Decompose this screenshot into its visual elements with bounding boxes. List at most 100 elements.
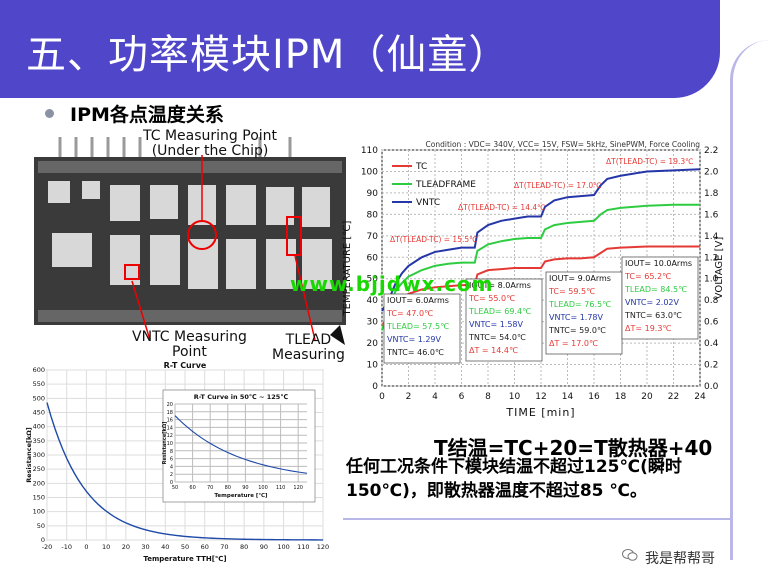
rt-x-tick: 20 xyxy=(122,543,130,551)
rt-y-tick: 250 xyxy=(33,465,45,473)
rt-inset-y-tick: 8 xyxy=(170,449,173,455)
x-tick-label: 4 xyxy=(432,392,438,402)
info-box-line: TNTC= 59.0℃ xyxy=(548,326,606,335)
info-box-line: TC= 59.5℃ xyxy=(548,287,595,296)
info-box-line: ΔT= 19.3℃ xyxy=(625,324,671,333)
rt-y-tick: 150 xyxy=(33,494,45,502)
brand-name: 我是帮帮哥 xyxy=(645,551,715,567)
rt-y-tick: 100 xyxy=(33,508,45,516)
series-line-vntc xyxy=(381,168,701,312)
y-axis-label: TEMPERATURE [℃] xyxy=(342,220,353,316)
rt-inset-x-tick: 90 xyxy=(242,485,248,491)
rt-inset-y-tick: 14 xyxy=(167,425,173,431)
info-box xyxy=(545,271,623,355)
info-box-line: VNTC= 1.78V xyxy=(549,313,604,322)
y2-tick-label: 2.2 xyxy=(704,146,718,156)
info-box-line: TLEAD= 69.4℃ xyxy=(468,307,531,316)
rt-inset-x-tick: 120 xyxy=(293,485,303,491)
rt-inset-x-tick: 60 xyxy=(189,485,195,491)
rt-x-tick: 60 xyxy=(201,543,209,551)
info-box-line: TC= 55.0℃ xyxy=(468,294,515,303)
series-line-tc xyxy=(381,245,700,327)
rt-x-tick: 30 xyxy=(141,543,149,551)
info-box-line: ΔT = 14.4℃ xyxy=(469,346,518,355)
y-tick-label: 0 xyxy=(372,382,378,392)
info-box-line: IOUT= 9.0Arms xyxy=(549,274,611,283)
rt-y-tick: 200 xyxy=(33,479,45,487)
y2-tick-label: 0.8 xyxy=(704,296,719,306)
info-box-line: VNTC= 1.29V xyxy=(387,335,442,344)
info-box-line: VNTC= 1.58V xyxy=(469,320,524,329)
rt-inset-x-tick: 80 xyxy=(225,485,231,491)
y2-tick-label: 0.4 xyxy=(704,339,719,349)
formula-text: T结温=TC+20=T散热器+40 xyxy=(434,436,713,460)
note-text: 任何工况条件下模块结温不超过125℃(瞬时150℃)，即散热器温度不超过85 ℃… xyxy=(346,457,682,501)
rt-x-label: Temperature TTH[℃] xyxy=(143,555,226,563)
rt-inset-title: R-T Curve in 50℃ ~ 125℃ xyxy=(194,393,289,401)
rt-y-tick: 600 xyxy=(33,366,45,374)
rt-x-tick: 70 xyxy=(220,543,228,551)
x-tick-label: 16 xyxy=(588,392,600,402)
info-box-line: TC= 65.2℃ xyxy=(624,272,671,281)
title-bar: 五、功率模块IPM（仙童） xyxy=(0,0,720,98)
x-tick-label: 12 xyxy=(535,392,546,402)
rt-x-tick: 0 xyxy=(84,543,88,551)
rt-x-tick: 80 xyxy=(240,543,248,551)
y2-tick-label: 0.0 xyxy=(704,382,719,392)
legend-label: TC xyxy=(415,162,427,172)
y-tick-label: 40 xyxy=(367,296,379,306)
rt-inset-y-tick: 18 xyxy=(167,410,173,416)
y-tick-label: 90 xyxy=(367,189,379,199)
rt-inset-y-tick: 12 xyxy=(167,433,173,439)
y-tick-label: 110 xyxy=(361,146,378,156)
y-tick-label: 70 xyxy=(367,232,379,242)
info-box-line: ΔT = 17.0℃ xyxy=(549,339,598,348)
rt-y-tick: 450 xyxy=(33,409,45,417)
rt-inset-y-tick: 0 xyxy=(170,480,173,486)
delta-annotation: ΔT(TLEAD-TC) = 19.3℃ xyxy=(606,157,694,166)
rt-inset-y-label: Resistance[kΩ] xyxy=(162,422,168,465)
y2-tick-label: 2.0 xyxy=(704,167,719,177)
y2-tick-label: 1.0 xyxy=(704,275,719,285)
info-box-line: TC= 47.0℃ xyxy=(386,309,433,318)
rt-inset-frame xyxy=(162,389,316,503)
info-box-line: IOUT= 10.0Arms xyxy=(625,259,692,268)
info-box-line: TLEAD= 84.5℃ xyxy=(624,285,687,294)
rt-y-label: Resistance[kΩ] xyxy=(25,427,33,483)
rt-inset-y-tick: 4 xyxy=(170,464,173,470)
x-tick-label: 24 xyxy=(694,392,706,402)
rt-x-tick: 120 xyxy=(317,543,329,551)
info-box-line: TLEAD= 76.5℃ xyxy=(548,300,611,309)
rt-inset-x-tick: 50 xyxy=(172,485,178,491)
info-box-line: TNTC= 63.0℃ xyxy=(624,311,682,320)
series-line-tleadframe xyxy=(381,203,700,331)
info-box xyxy=(621,256,699,340)
rt-inset-x-tick: 110 xyxy=(276,485,286,491)
rt-title: R-T Curve xyxy=(164,361,207,370)
rt-inset-x-tick: 100 xyxy=(258,485,268,491)
condition-text: Condition : VDC= 340V, VCC= 15V, FSW= 5k… xyxy=(426,140,701,149)
rt-y-tick: 50 xyxy=(37,522,45,530)
delta-annotation: ΔT(TLEAD-TC) = 14.4℃ xyxy=(458,203,546,212)
y-tick-label: 60 xyxy=(367,253,379,263)
rt-x-tick: 100 xyxy=(277,543,289,551)
y-tick-label: 50 xyxy=(367,275,379,285)
rt-y-tick: 300 xyxy=(33,451,45,459)
y2-tick-label: 1.2 xyxy=(704,253,718,263)
rt-x-tick: 90 xyxy=(260,543,268,551)
rt-y-tick: 350 xyxy=(33,437,45,445)
rt-inset-y-tick: 16 xyxy=(167,418,173,424)
y2-tick-label: 1.6 xyxy=(704,210,719,220)
rt-inset-y-tick: 2 xyxy=(170,472,173,478)
y2-axis-label: VOLTAGE [V] xyxy=(714,237,725,300)
slide-title: 五、功率模块IPM（仙童） xyxy=(26,32,510,78)
info-box-line: IOUT= 6.0Arms xyxy=(387,296,449,305)
x-tick-label: 18 xyxy=(615,392,627,402)
rt-inset-y-tick: 6 xyxy=(170,457,173,463)
x-tick-label: 8 xyxy=(485,392,491,402)
rt-curve-line xyxy=(46,402,324,541)
info-box-line: TNTC= 54.0℃ xyxy=(468,333,526,342)
tc-measuring-label: TC Measuring Point (Under the Chip) xyxy=(143,128,278,159)
x-tick-label: 22 xyxy=(668,392,679,402)
delta-annotation: ΔT(TLEAD-TC) = 17.0℃ xyxy=(514,181,602,190)
